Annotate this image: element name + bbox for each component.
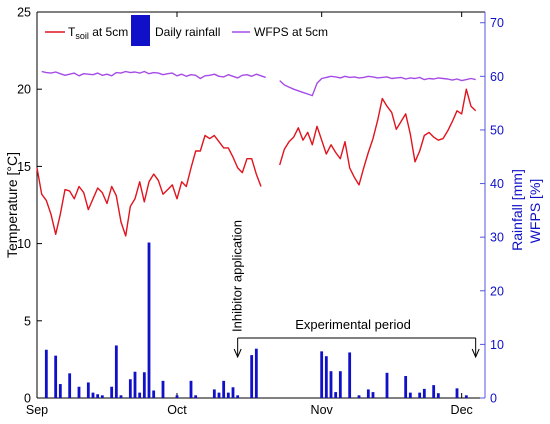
experimental-period-label: Experimental period	[295, 317, 411, 332]
inhibitor-application-label: Inhibitor application	[230, 220, 245, 332]
y-right-tick-label: 10	[490, 338, 504, 352]
y-right-tick-label: 70	[490, 16, 504, 30]
tsoil-line-segment	[36, 134, 262, 237]
legend-tsoil-label: Tsoil at 5cm	[68, 25, 128, 41]
y-right-tick-label: 0	[490, 392, 497, 406]
legend-rain-swatch	[131, 15, 150, 46]
rainfall-bar	[334, 392, 338, 398]
wfps-line-segment	[41, 70, 266, 80]
rainfall-bar	[254, 348, 258, 398]
rainfall-bars	[44, 242, 468, 398]
legend-tsoil-main: T	[68, 25, 76, 39]
rainfall-bar	[226, 392, 230, 398]
rainfall-bar	[147, 242, 151, 398]
y-right-tick-label: 50	[490, 123, 504, 137]
rainfall-bar	[77, 386, 81, 398]
legend-tsoil-rest: at 5cm	[89, 25, 128, 39]
axes-group: 0 5 10 15 20 25 0 10 20 30 40 50 60 70 Sep Oct Nov Dec	[17, 6, 504, 418]
y-left-tick-label: 20	[17, 83, 31, 97]
y-right-tick-label: 60	[490, 70, 504, 84]
rainfall-bar	[68, 373, 72, 398]
rainfall-bar	[231, 387, 235, 398]
annotations-group: Inhibitor application Experimental period	[230, 220, 480, 359]
y-left-tick-label: 25	[17, 6, 31, 20]
rainfall-bar	[114, 345, 118, 398]
rainfall-bar	[385, 372, 389, 398]
rainfall-bar	[128, 379, 132, 398]
x-tick-label: Dec	[451, 403, 473, 417]
period-start-arrowhead	[233, 348, 242, 359]
y-right-rainfall-title: Rainfall [mm]	[509, 169, 525, 251]
rainfall-bar	[366, 389, 370, 398]
rainfall-bar	[212, 389, 216, 398]
rainfall-bar	[348, 352, 352, 398]
rainfall-bar	[357, 395, 361, 398]
tsoil-line-segment	[279, 88, 477, 186]
rainfall-bar	[194, 395, 198, 398]
x-tick-label: Oct	[167, 403, 187, 417]
rainfall-bar	[436, 393, 440, 398]
rainfall-bar	[320, 351, 324, 398]
rainfall-bar	[422, 388, 426, 398]
rainfall-bar	[455, 388, 459, 398]
rainfall-bar	[119, 395, 123, 398]
rainfall-bar	[418, 392, 422, 398]
rainfall-bar	[110, 386, 114, 398]
rainfall-bar	[189, 380, 193, 398]
tsoil-series	[36, 88, 477, 237]
y-right-tick-label: 30	[490, 231, 504, 245]
rainfall-bar	[86, 382, 90, 398]
y-left-tick-label: 0	[24, 392, 31, 406]
rainfall-bar	[175, 395, 179, 398]
y-left-tick-label: 5	[24, 314, 31, 328]
rainfall-bar	[250, 355, 254, 398]
rainfall-bar	[161, 380, 165, 398]
y-right-wfps-title: WFPS [%]	[527, 179, 543, 244]
rainfall-bar	[96, 394, 100, 398]
period-end-arrowhead	[471, 348, 480, 359]
y-right-tick-label: 20	[490, 284, 504, 298]
wfps-series	[41, 70, 476, 97]
rainfall-bar	[142, 372, 146, 398]
rainfall-bar	[152, 390, 156, 398]
y-right-tick-label: 40	[490, 177, 504, 191]
legend-wfps-label: WFPS at 5cm	[254, 25, 328, 39]
rainfall-bar	[217, 392, 221, 398]
y-left-axis-title: Temperature [°C]	[4, 152, 20, 258]
x-tick-label: Nov	[311, 403, 334, 417]
legend-tsoil-sub: soil	[75, 31, 89, 41]
rainfall-bar	[58, 384, 62, 398]
rainfall-bar	[371, 392, 375, 398]
legend: Tsoil at 5cm Daily rainfall WFPS at 5cm	[45, 15, 328, 46]
rainfall-bar	[408, 392, 412, 398]
rainfall-bar	[464, 395, 468, 398]
rainfall-bar	[329, 371, 333, 398]
rainfall-bar	[404, 376, 408, 398]
rainfall-bar	[54, 355, 58, 398]
rainfall-bar	[138, 392, 142, 398]
rainfall-bar	[44, 349, 48, 398]
y-left-tick-label: 15	[17, 160, 31, 174]
x-tick-label: Sep	[26, 403, 48, 417]
rainfall-bar	[236, 395, 240, 398]
rainfall-bar	[91, 392, 95, 398]
rainfall-bar	[338, 371, 342, 398]
axis-labels-group: Temperature [°C] Rainfall [mm] WFPS [%]	[4, 152, 543, 258]
legend-rain-label: Daily rainfall	[155, 25, 220, 39]
y-left-tick-label: 10	[17, 237, 31, 251]
wfps-line-segment	[279, 75, 476, 97]
rainfall-bar	[222, 380, 226, 398]
rainfall-bar	[133, 371, 137, 398]
rainfall-bar	[432, 385, 436, 398]
rainfall-bar	[324, 356, 328, 398]
rainfall-bar	[100, 395, 104, 398]
